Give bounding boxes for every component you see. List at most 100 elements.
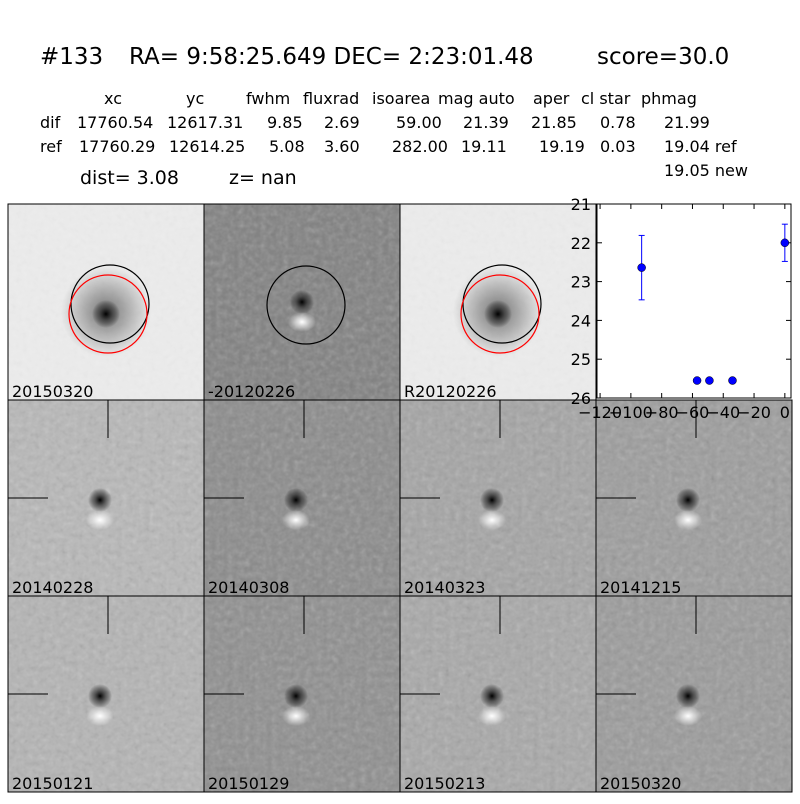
stamp-source	[676, 488, 700, 512]
stamp-label: 20140228	[12, 578, 93, 597]
stamp-source	[92, 300, 120, 328]
table-cell: 19.19	[539, 137, 585, 156]
stamp-source	[284, 684, 308, 708]
table-cell: 21.85	[531, 113, 577, 132]
image-stamp	[7, 203, 205, 401]
y-tick-label: 21	[571, 195, 591, 214]
table-cell: 2.69	[324, 113, 360, 132]
table-cell: 17760.29	[79, 137, 155, 156]
table-cell: ref	[40, 137, 62, 156]
y-tick-label: 24	[571, 311, 591, 330]
y-tick-label: 25	[571, 350, 591, 369]
column-header: cl star	[581, 89, 631, 108]
column-header: aper	[533, 89, 570, 108]
aperture	[462, 264, 542, 344]
table-cell: dif	[40, 113, 61, 132]
stamp-label: 20140323	[404, 578, 485, 597]
table-cell: 0.03	[600, 137, 636, 156]
table-cell: 12614.25	[169, 137, 245, 156]
aperture	[70, 264, 150, 344]
stamp-label: 20141215	[600, 578, 681, 597]
column-header: phmag	[641, 89, 697, 108]
table-cell: 21.99	[664, 113, 710, 132]
stamp-residual	[86, 510, 114, 530]
stamp-label: 20150129	[208, 774, 289, 793]
column-header: yc	[186, 89, 204, 108]
image-stamp	[399, 595, 597, 793]
image-stamp	[399, 203, 597, 401]
x-tick-label: −40	[706, 403, 740, 422]
data-point	[705, 376, 714, 385]
image-stamp	[399, 399, 597, 597]
data-point	[692, 376, 702, 385]
stamp-residual	[674, 510, 702, 530]
table-cell: 21.39	[463, 113, 509, 132]
data-point	[637, 263, 646, 272]
redshift: z= nan	[229, 167, 297, 189]
x-tick-label: −120	[578, 403, 622, 422]
image-stamp	[7, 399, 205, 597]
table-cell: 3.60	[324, 137, 360, 156]
stamp-label: 20150320	[12, 382, 93, 401]
image-stamp	[203, 203, 401, 401]
aperture-ref	[68, 274, 148, 354]
stamp-label: -20120226	[208, 382, 295, 401]
y-tick-label: 23	[571, 273, 591, 292]
image-stamp	[203, 399, 401, 597]
table-cell: 12617.31	[167, 113, 243, 132]
column-header: mag auto	[438, 89, 515, 108]
x-tick-label: −60	[676, 403, 710, 422]
y-tick-label: 26	[571, 389, 591, 408]
image-stamp	[7, 595, 205, 793]
stamp-label: R20120226	[404, 382, 497, 401]
column-header: fwhm	[246, 89, 290, 108]
table-cell: 59.00	[396, 113, 442, 132]
stamp-residual	[478, 706, 506, 726]
plot-area	[596, 203, 792, 399]
stamp-source	[480, 488, 504, 512]
stamp-source	[480, 684, 504, 708]
table-cell: 19.11	[461, 137, 507, 156]
table-cell: 9.85	[267, 113, 303, 132]
dist: dist= 3.08	[80, 167, 179, 189]
stamp-source	[676, 684, 700, 708]
stamp-source	[88, 488, 112, 512]
x-tick-label: 0	[780, 403, 790, 422]
y-tick-label: 22	[571, 234, 591, 253]
x-tick-label: −100	[609, 403, 653, 422]
title-coords: RA= 9:58:25.649 DEC= 2:23:01.48	[129, 44, 534, 70]
x-tick-label: −20	[737, 403, 771, 422]
column-header: fluxrad	[303, 89, 359, 108]
stamp-residual	[674, 706, 702, 726]
image-stamp	[203, 595, 401, 793]
data-point	[728, 376, 737, 385]
stamp-source	[290, 290, 314, 314]
image-stamp	[595, 595, 793, 793]
stamp-source	[284, 488, 308, 512]
stamp-label: 20150320	[600, 774, 681, 793]
data-point	[780, 238, 790, 248]
stamp-label: 20150213	[404, 774, 485, 793]
column-header: isoarea	[372, 89, 430, 108]
title-score: score=30.0	[597, 44, 729, 70]
table-cell: 5.08	[269, 137, 305, 156]
table-cell: 282.00	[392, 137, 448, 156]
table-extra: 19.05 new	[664, 161, 748, 180]
title-id: #133	[40, 44, 103, 70]
aperture	[266, 265, 346, 345]
stamp-label: 20150121	[12, 774, 93, 793]
x-tick-label: −80	[645, 403, 679, 422]
image-stamp	[595, 399, 793, 597]
stamp-residual	[282, 706, 310, 726]
table-cell: 17760.54	[77, 113, 153, 132]
stamp-source	[88, 684, 112, 708]
table-cell: 19.04 ref	[664, 137, 737, 156]
table-cell: 0.78	[600, 113, 636, 132]
column-header: xc	[104, 89, 122, 108]
stamp-residual	[86, 706, 114, 726]
stamp-source	[484, 300, 512, 328]
stamp-label: 20140308	[208, 578, 289, 597]
stamp-residual	[288, 312, 316, 332]
stamp-residual	[478, 510, 506, 530]
